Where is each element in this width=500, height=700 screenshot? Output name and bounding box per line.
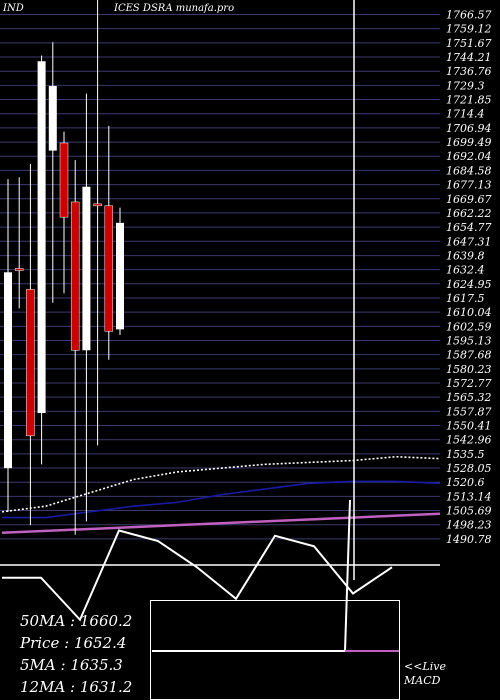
- candle-body: [37, 61, 46, 413]
- y-tick-label: 1572.77: [446, 377, 492, 390]
- candle-body: [4, 272, 12, 469]
- y-tick-label: 1550.41: [446, 420, 492, 433]
- candle-body: [104, 205, 114, 332]
- y-tick-label: 1595.13: [446, 334, 492, 347]
- candle-body: [93, 203, 102, 207]
- y-axis-ticks: 1766.571759.121751.671744.211736.761729.…: [446, 9, 492, 546]
- y-tick-label: 1721.85: [446, 94, 492, 107]
- candle-body: [59, 142, 69, 218]
- stat-50ma: 50MA : 1660.2: [20, 612, 133, 630]
- chart-title-left: IND: [3, 3, 24, 14]
- y-tick-label: 1654.77: [446, 221, 492, 234]
- y-tick-label: 1490.78: [446, 533, 492, 546]
- y-tick-label: 1498.23: [446, 519, 492, 532]
- stat-5ma: 5MA : 1635.3: [20, 656, 123, 674]
- y-tick-label: 1647.31: [446, 235, 492, 248]
- y-tick-label: 1513.14: [446, 490, 492, 503]
- stat-price: Price : 1652.4: [20, 634, 127, 652]
- y-tick-label: 1662.22: [446, 207, 492, 220]
- ma-series-line: [1, 512, 441, 535]
- y-tick-label: 1505.69: [446, 505, 492, 518]
- y-tick-label: 1624.95: [446, 278, 492, 291]
- y-tick-label: 1632.4: [446, 264, 485, 277]
- macd-label: MACD: [404, 674, 441, 687]
- y-tick-label: 1520.6: [446, 476, 485, 489]
- candle-body: [26, 289, 35, 437]
- y-tick-label: 1617.5: [446, 292, 485, 305]
- y-tick-label: 1706.94: [446, 122, 492, 135]
- candle-body: [70, 201, 80, 351]
- y-tick-label: 1535.5: [446, 448, 485, 461]
- candle-body: [14, 268, 24, 271]
- y-tick-label: 1692.04: [446, 150, 492, 163]
- y-tick-label: 1684.58: [446, 164, 492, 177]
- y-tick-label: 1751.67: [446, 37, 492, 50]
- chart-title-right: ICES DSRA munafa.pro: [114, 3, 235, 14]
- y-tick-label: 1610.04: [446, 306, 492, 319]
- y-tick-label: 1528.05: [446, 462, 492, 475]
- y-tick-label: 1669.67: [446, 193, 492, 206]
- y-tick-label: 1557.87: [446, 405, 492, 418]
- macd-panel: [150, 600, 400, 700]
- y-tick-label: 1699.49: [446, 136, 492, 149]
- y-tick-label: 1714.4: [446, 108, 485, 121]
- ma-series-line: [1, 455, 441, 513]
- oscillator-polyline: [2, 529, 393, 622]
- y-tick-label: 1602.59: [446, 320, 492, 333]
- grid-lines: [0, 14, 440, 540]
- y-tick-label: 1677.13: [446, 179, 492, 192]
- live-label: <<Live: [404, 660, 446, 673]
- ma-series-line: [2, 480, 441, 519]
- candles: [0, 0, 440, 580]
- y-tick-label: 1639.8: [446, 250, 485, 263]
- y-tick-label: 1587.68: [446, 349, 492, 362]
- candle-body: [82, 186, 91, 351]
- candle-body: [48, 85, 57, 151]
- y-tick-label: 1744.21: [446, 51, 492, 64]
- stat-12ma: 12MA : 1631.2: [20, 678, 133, 696]
- oscillator-line: [2, 529, 393, 622]
- y-tick-label: 1736.76: [446, 65, 492, 78]
- y-tick-label: 1580.23: [446, 363, 492, 376]
- candle-body: [116, 222, 124, 330]
- y-tick-label: 1766.57: [446, 9, 492, 22]
- y-tick-label: 1565.32: [446, 391, 492, 404]
- y-tick-label: 1759.12: [446, 23, 492, 36]
- y-tick-label: 1542.96: [446, 434, 492, 447]
- macd-line: [152, 499, 400, 652]
- y-tick-label: 1729.3: [446, 79, 485, 92]
